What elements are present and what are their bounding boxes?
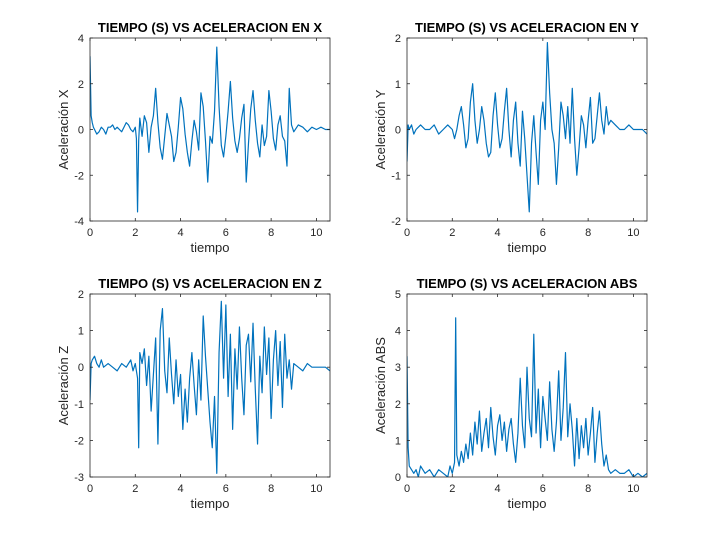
series-line <box>90 300 330 474</box>
x-tick-label: 0 <box>404 227 410 239</box>
subplot-title: TIEMPO (S) VS ACELERACION EN Z <box>98 276 321 291</box>
x-tick-label: 2 <box>132 227 138 239</box>
y-tick-label: 0 <box>78 362 84 374</box>
x-tick-label: 2 <box>449 483 455 495</box>
subplot-acceleration-x: TIEMPO (S) VS ACELERACION EN X tiempo Ac… <box>56 20 331 255</box>
subplot-acceleration-z: TIEMPO (S) VS ACELERACION EN Z tiempo Ac… <box>56 276 331 511</box>
series-line <box>90 46 330 213</box>
x-tick-label: 0 <box>87 483 93 495</box>
y-axis-label: Aceleración Y <box>373 89 388 169</box>
x-tick-label: 4 <box>178 227 184 239</box>
y-tick-label: 2 <box>395 399 401 411</box>
x-tick-label: 10 <box>627 483 639 495</box>
subplot-title: TIEMPO (S) VS ACELERACION EN Y <box>415 20 639 35</box>
x-tick-label: 8 <box>268 227 274 239</box>
y-tick-label: -2 <box>74 170 84 182</box>
y-axis-label: Aceleración Z <box>56 346 71 426</box>
x-tick-label: 6 <box>540 483 546 495</box>
x-tick-label: 6 <box>223 483 229 495</box>
y-tick-label: 4 <box>78 33 84 45</box>
subplot-title: TIEMPO (S) VS ACELERACION ABS <box>417 276 638 291</box>
x-tick-label: 10 <box>310 227 322 239</box>
x-axis-label: tiempo <box>507 496 546 511</box>
x-axis-label: tiempo <box>190 496 229 511</box>
y-tick-label: 0 <box>78 125 84 137</box>
y-tick-label: 1 <box>78 326 84 338</box>
x-tick-label: 2 <box>449 227 455 239</box>
subplot-title: TIEMPO (S) VS ACELERACION EN X <box>98 20 322 35</box>
x-tick-label: 8 <box>585 227 591 239</box>
y-tick-label: 4 <box>395 326 401 338</box>
y-axis-label: Aceleración X <box>56 89 71 170</box>
y-tick-label: 2 <box>78 289 84 301</box>
y-tick-label: 5 <box>395 289 401 301</box>
y-tick-label: -1 <box>391 170 401 182</box>
x-tick-label: 4 <box>495 227 501 239</box>
series-line <box>407 41 647 213</box>
x-tick-label: 8 <box>585 483 591 495</box>
series-line <box>407 317 647 477</box>
x-tick-label: 4 <box>495 483 501 495</box>
axes-box <box>89 293 331 478</box>
x-axis-label: tiempo <box>507 240 546 255</box>
axes-box <box>406 293 648 478</box>
y-tick-label: 1 <box>395 435 401 447</box>
x-tick-label: 8 <box>268 483 274 495</box>
subplot-acceleration-abs: TIEMPO (S) VS ACELERACION ABS tiempo Ace… <box>373 276 648 511</box>
y-tick-label: -4 <box>74 216 84 228</box>
y-tick-label: -3 <box>74 472 84 484</box>
y-tick-label: 0 <box>395 472 401 484</box>
y-tick-label: -1 <box>74 399 84 411</box>
y-tick-label: 0 <box>395 125 401 137</box>
x-tick-label: 10 <box>627 227 639 239</box>
y-tick-label: 2 <box>395 33 401 45</box>
y-tick-label: 1 <box>395 79 401 91</box>
x-tick-label: 2 <box>132 483 138 495</box>
x-tick-label: 10 <box>310 483 322 495</box>
y-tick-label: -2 <box>74 435 84 447</box>
subplot-acceleration-y: TIEMPO (S) VS ACELERACION EN Y tiempo Ac… <box>373 20 648 255</box>
y-axis-label: Aceleración ABS <box>373 337 388 434</box>
x-tick-label: 6 <box>223 227 229 239</box>
y-tick-label: 3 <box>395 362 401 374</box>
y-tick-label: 2 <box>78 79 84 91</box>
x-tick-label: 6 <box>540 227 546 239</box>
x-tick-label: 0 <box>87 227 93 239</box>
x-tick-label: 0 <box>404 483 410 495</box>
x-tick-label: 4 <box>178 483 184 495</box>
y-tick-label: -2 <box>391 216 401 228</box>
x-axis-label: tiempo <box>190 240 229 255</box>
